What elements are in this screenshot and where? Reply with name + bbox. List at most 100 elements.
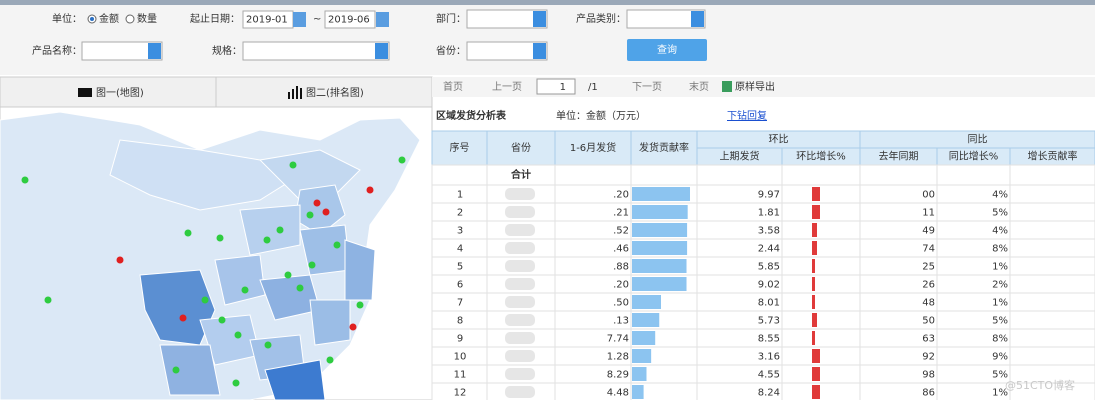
tab[interactable]: 图二(排名图) (306, 86, 364, 99)
header-label: 同比增长% (949, 150, 999, 163)
last-year: 11 (922, 208, 935, 219)
mom-bar (812, 205, 820, 219)
date-input[interactable] (324, 10, 376, 29)
table-cell (781, 328, 861, 348)
label: 规格： (212, 44, 242, 57)
map-markers (21, 156, 406, 387)
mom-bar (812, 241, 817, 255)
last-year: 98 (922, 370, 935, 381)
table-cell (630, 164, 698, 186)
mom-bar (812, 331, 815, 345)
header-label: 上期发货 (720, 150, 760, 163)
total-label: 合计 (510, 168, 531, 181)
shipped: 4.48 (607, 388, 629, 399)
header-label: 环比 (769, 134, 789, 146)
table-cell (1009, 202, 1095, 222)
query-button-label[interactable]: 查询 (657, 43, 677, 56)
select-arrow[interactable] (533, 43, 546, 59)
label: 部门： (436, 12, 466, 25)
last-year: 49 (922, 226, 935, 237)
table-cell (781, 364, 861, 384)
shipped: 8.29 (607, 370, 629, 381)
row-index: 1 (457, 190, 463, 201)
blurred-cell (505, 188, 535, 200)
contribution-bar (632, 313, 660, 327)
shipped: .20 (613, 280, 629, 291)
contribution-bar (632, 223, 688, 237)
table-cell (1009, 220, 1095, 240)
select[interactable] (626, 9, 706, 29)
table-cell (781, 346, 861, 366)
row-index: 8 (457, 316, 463, 327)
toolbar-first[interactable]: 首页 (443, 80, 463, 93)
select-arrow[interactable] (375, 43, 388, 59)
shipped: 1.28 (607, 352, 629, 363)
prev: 3.58 (758, 226, 780, 237)
radio-dot (90, 17, 94, 21)
blurred-cell (505, 260, 535, 272)
table-cell (1009, 274, 1095, 294)
row-index: 11 (454, 370, 467, 381)
blurred-cell (505, 242, 535, 254)
contribution-bar (632, 259, 687, 273)
blurred-cell (505, 386, 535, 398)
page-input[interactable] (536, 78, 576, 95)
row-index: 2 (457, 208, 463, 219)
shipped: .88 (613, 262, 629, 273)
select-arrow[interactable] (148, 43, 161, 59)
query-button[interactable] (627, 39, 707, 61)
last-year: 50 (922, 316, 935, 327)
table-cell (781, 164, 861, 186)
blurred-cell (505, 278, 535, 290)
prev: 1.81 (758, 208, 780, 219)
table-cell (781, 184, 861, 204)
last-year: 63 (922, 334, 935, 345)
row-index: 6 (457, 280, 463, 291)
drill-link[interactable]: 下钻回复 (727, 109, 767, 122)
separator: ~ (313, 14, 321, 25)
top-strip (0, 0, 1095, 5)
mom-bar (812, 385, 820, 399)
prev: 2.44 (758, 244, 780, 255)
radio-label[interactable]: 数量 (137, 12, 157, 25)
page-total: /1 (588, 82, 598, 93)
calendar-icon[interactable] (293, 12, 306, 27)
shipped: .21 (613, 208, 629, 219)
calendar-icon[interactable] (376, 12, 389, 27)
tab[interactable]: 图一(地图) (96, 86, 144, 99)
select-arrow[interactable] (533, 11, 546, 27)
shipped: .50 (613, 298, 629, 309)
last-year: 26 (922, 280, 935, 291)
radio[interactable] (125, 14, 135, 24)
row-index: 9 (457, 334, 463, 345)
yoy: 8% (992, 244, 1008, 255)
date-value: 2019-01 (246, 15, 288, 26)
select[interactable] (466, 9, 548, 29)
prev: 8.55 (758, 334, 780, 345)
last-year: 92 (922, 352, 935, 363)
table-cell (1009, 164, 1095, 186)
select-arrow[interactable] (691, 11, 704, 27)
select[interactable] (81, 41, 163, 61)
toolbar-export[interactable]: 原样导出 (735, 80, 775, 93)
row-index: 12 (454, 388, 467, 399)
radio-label[interactable]: 金额 (99, 12, 119, 25)
toolbar (432, 77, 1095, 97)
last-year: 48 (922, 298, 935, 309)
toolbar-prev[interactable]: 上一页 (492, 81, 522, 93)
select[interactable] (242, 41, 390, 61)
table-cell (1009, 310, 1095, 330)
map-icon (78, 88, 92, 97)
yoy: 5% (992, 370, 1008, 381)
contribution-bar (632, 277, 687, 291)
shipped: .52 (613, 226, 629, 237)
table-cell (1009, 238, 1095, 258)
prev: 3.16 (758, 352, 780, 363)
header-label: 1-6月发货 (570, 141, 616, 154)
toolbar-last[interactable]: 末页 (689, 80, 709, 93)
blurred-cell (505, 314, 535, 326)
mom-bar (812, 349, 820, 363)
toolbar-next[interactable]: 下一页 (632, 81, 662, 93)
contribution-bar (632, 187, 690, 201)
select[interactable] (466, 41, 548, 61)
